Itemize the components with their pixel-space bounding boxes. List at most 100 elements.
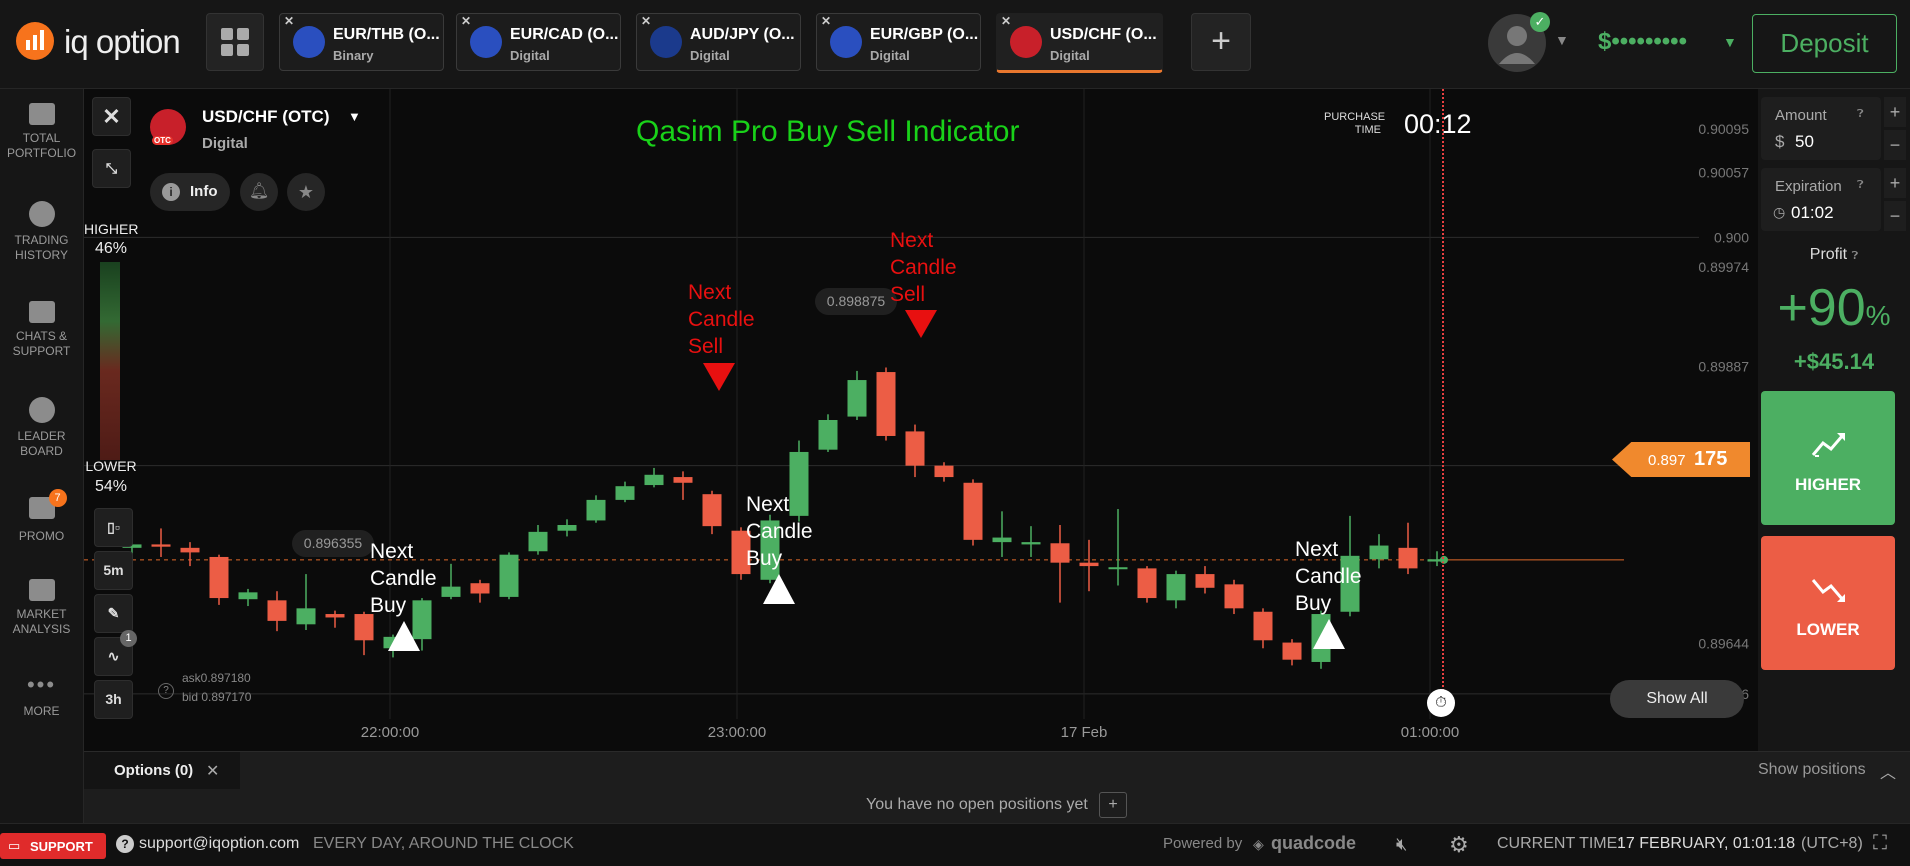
sidebar-item-leaderboard[interactable]: LEADER BOARD (0, 397, 83, 459)
amount-value[interactable]: 50 (1795, 132, 1814, 151)
add-position-button[interactable]: + (1099, 792, 1127, 818)
sidebar-item-more[interactable]: ••• MORE (0, 674, 83, 719)
add-tab-button[interactable]: + (1191, 13, 1251, 71)
gear-icon[interactable]: ⚙ (1449, 832, 1469, 857)
candle-body (180, 547, 200, 553)
candle-body (354, 614, 374, 641)
close-tab-icon[interactable]: ✕ (461, 14, 472, 28)
asset-tab-eur-cad[interactable]: ✕ EUR/CAD (O... Digital (456, 13, 621, 71)
avatar[interactable]: ✓ (1488, 12, 1550, 72)
all-assets-grid-button[interactable] (206, 13, 264, 71)
profit-percent: +90% (1758, 278, 1910, 338)
close-tab-icon[interactable]: ✕ (821, 14, 832, 28)
options-tab[interactable]: Options (0) (84, 752, 240, 789)
buy-line: Next (1295, 538, 1339, 561)
sidebar-item-trading-history[interactable]: TRADING HISTORY (0, 201, 83, 263)
candle-body (702, 494, 722, 527)
buy-arrow-icon (1313, 619, 1345, 649)
profit-label: Profit ❓︎ (1758, 246, 1910, 264)
bar-chart-icon (28, 579, 55, 601)
price-chart[interactable]: 0.900950.900570.9000.899740.898870.8980.… (84, 89, 1758, 751)
expiration-increase-button[interactable]: + (1884, 168, 1906, 198)
sell-signal-text: Next Candle Sell (890, 227, 957, 308)
sidebar-item-chats-support[interactable]: CHATS & SUPPORT (0, 301, 83, 359)
show-positions-link[interactable]: Show positions (1758, 761, 1866, 778)
left-sidebar: TOTAL PORTFOLIO TRADING HISTORY CHATS & … (0, 89, 84, 823)
asset-name[interactable]: USD/CHF (OTC) (202, 107, 330, 126)
support-button[interactable]: ▭ SUPPORT (0, 833, 106, 859)
close-tab-icon[interactable]: ✕ (284, 14, 295, 28)
higher-button[interactable]: HIGHER (1761, 391, 1895, 525)
help-icon[interactable]: ❓︎ (1851, 250, 1859, 262)
show-all-button[interactable]: Show All (1610, 680, 1744, 718)
period-button[interactable]: 3h (94, 680, 133, 719)
powered-by-label: Powered by (1163, 835, 1243, 852)
deposit-button[interactable]: Deposit (1752, 14, 1897, 73)
expiration-decrease-button[interactable]: − (1884, 201, 1906, 231)
chevron-up-icon[interactable]: ︿ (1880, 765, 1897, 782)
candle-body (325, 614, 345, 618)
asset-tab-aud-jpy[interactable]: ✕ AUD/JPY (O... Digital (636, 13, 801, 71)
asset-tab-eur-thb[interactable]: ✕ EUR/THB (O... Binary (279, 13, 444, 71)
buy-line: Buy (746, 547, 783, 570)
support-email[interactable]: support@iqoption.com (139, 835, 300, 852)
collapse-icon[interactable]: ⤡ (92, 149, 131, 188)
candle-body (1398, 547, 1418, 569)
help-icon[interactable]: ❓︎ (1857, 179, 1864, 191)
verified-check-icon: ✓ (1530, 12, 1550, 32)
buy-line: Buy (1295, 592, 1332, 615)
candle-body (412, 600, 432, 640)
candle-body (934, 465, 954, 478)
amount-increase-button[interactable]: + (1884, 97, 1906, 127)
timeframe-button[interactable]: 5m (94, 551, 133, 590)
candle-body (876, 372, 896, 436)
tab-asset-type: Digital (870, 48, 910, 63)
no-positions-text: You have no open positions yet (866, 796, 1088, 813)
star-icon[interactable]: ★ (287, 173, 325, 211)
expiration-value[interactable]: 01:02 (1791, 203, 1834, 222)
megaphone-icon: 7 (28, 489, 67, 519)
chart-area[interactable]: 0.900950.900570.9000.899740.898870.8980.… (84, 89, 1758, 751)
candle-body (1050, 543, 1070, 563)
options-bar: Options (0) ✕ You have no open positions… (84, 751, 1910, 824)
close-options-icon[interactable]: ✕ (206, 763, 220, 780)
sidebar-item-label: HISTORY (15, 248, 68, 262)
candle-body (1253, 611, 1273, 641)
sidebar-item-portfolio[interactable]: TOTAL PORTFOLIO (0, 103, 83, 161)
sound-mute-icon[interactable]: 🔇︎ (1396, 834, 1408, 854)
sentiment-bar (100, 262, 120, 460)
promo-badge: 7 (48, 489, 67, 507)
help-icon[interactable]: ? (158, 683, 174, 699)
high-price-marker: 0.898875 (815, 288, 897, 315)
balance-amount[interactable]: $••••••••• (1598, 28, 1687, 55)
asset-dropdown-icon[interactable]: ▼ (348, 109, 361, 124)
asset-tab-eur-gbp[interactable]: ✕ EUR/GBP (O... Digital (816, 13, 981, 71)
support-label: SUPPORT (30, 839, 93, 854)
timer-icon: ⏱︎ (1427, 689, 1455, 717)
close-chart-button[interactable]: ✕ (92, 97, 131, 136)
price-tick-label: 0.900 (1714, 229, 1749, 245)
amount-field[interactable]: Amount ❓︎ $ 50 (1761, 97, 1881, 160)
balance-chevron-icon[interactable]: ▼ (1723, 34, 1737, 50)
amount-decrease-button[interactable]: − (1884, 130, 1906, 160)
candle-body (528, 531, 548, 552)
candle-type-button[interactable]: ▯▫ (94, 508, 133, 547)
close-tab-icon[interactable]: ✕ (641, 14, 652, 28)
chevron-down-icon[interactable]: ▼ (1555, 32, 1569, 48)
bell-icon[interactable]: 🔔︎ (240, 173, 278, 211)
expiration-field[interactable]: Expiration ❓︎ ◷ 01:02 (1761, 168, 1881, 231)
lower-button[interactable]: LOWER (1761, 536, 1895, 670)
asset-tab-usd-chf[interactable]: ✕ USD/CHF (O... Digital (996, 13, 1163, 73)
info-button[interactable]: i Info (150, 173, 230, 211)
help-icon[interactable]: ❓︎ (1857, 108, 1864, 120)
close-tab-icon[interactable]: ✕ (1001, 14, 1012, 28)
buy-signal-text: Next Candle Buy (746, 491, 813, 572)
drawing-pencil-icon[interactable]: ✎ (94, 594, 133, 633)
user-icon (1499, 26, 1535, 64)
fullscreen-icon[interactable]: ⛶ (1873, 832, 1887, 854)
candle-body (789, 451, 809, 516)
sidebar-item-label: ANALYSIS (12, 622, 71, 636)
sidebar-item-market-analysis[interactable]: MARKET ANALYSIS (0, 579, 83, 637)
candle-body (586, 499, 606, 521)
sidebar-item-promo[interactable]: 7 PROMO (0, 489, 83, 544)
